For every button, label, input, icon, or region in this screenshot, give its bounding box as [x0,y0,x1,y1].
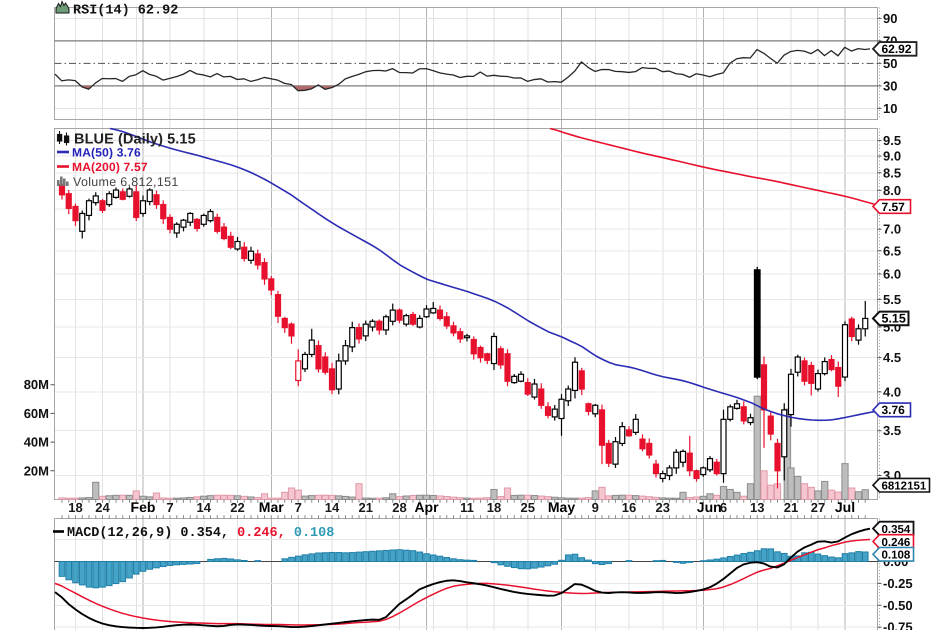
svg-text:50: 50 [883,56,897,71]
svg-text:20M: 20M [24,463,49,478]
svg-text:9: 9 [592,500,599,515]
svg-text:10: 10 [883,101,897,116]
svg-text:24: 24 [95,500,110,515]
svg-text:MA(50) 3.76: MA(50) 3.76 [72,146,141,160]
svg-text:60M: 60M [24,406,49,421]
svg-text:0.108: 0.108 [882,550,911,562]
svg-text:27: 27 [811,500,825,515]
svg-text:0.354: 0.354 [882,524,911,536]
svg-text:40M: 40M [24,435,49,450]
svg-text:RSI(14) 62.92: RSI(14) 62.92 [73,4,178,19]
svg-text:11: 11 [460,500,474,515]
svg-text:9.0: 9.0 [883,149,901,164]
svg-text:18: 18 [487,500,501,515]
svg-text:BLUE (Daily) 5.15: BLUE (Daily) 5.15 [74,132,196,148]
svg-text:May: May [548,499,575,515]
svg-text:Mar: Mar [259,499,284,515]
svg-text:0.246: 0.246 [882,537,911,549]
svg-text:6812151: 6812151 [882,481,927,493]
svg-text:16: 16 [622,500,636,515]
svg-text:Feb: Feb [131,499,156,515]
svg-text:8.5: 8.5 [883,165,901,180]
svg-text:Apr: Apr [414,499,439,515]
svg-text:62.92: 62.92 [882,42,912,56]
svg-text:-0.25: -0.25 [883,576,913,591]
svg-text:7: 7 [295,500,302,515]
svg-text:13: 13 [750,500,764,515]
svg-text:21: 21 [784,500,798,515]
svg-text:9.5: 9.5 [883,133,901,148]
svg-text:21: 21 [359,500,373,515]
svg-text:23: 23 [656,500,670,515]
svg-text:8.0: 8.0 [883,183,901,198]
svg-text:3.76: 3.76 [882,403,906,417]
svg-text:6: 6 [720,500,727,515]
svg-text:18: 18 [68,500,82,515]
svg-text:6.0: 6.0 [883,267,901,282]
svg-text:80M: 80M [24,377,49,392]
svg-text:Jun: Jun [697,499,722,515]
svg-text:MA(200) 7.57: MA(200) 7.57 [72,160,148,174]
svg-text:30: 30 [883,78,897,93]
svg-text:Volume 6,812,151: Volume 6,812,151 [73,175,179,189]
svg-text:7.57: 7.57 [882,200,906,214]
svg-text:5.5: 5.5 [883,292,901,307]
svg-text:7: 7 [166,500,173,515]
svg-text:5.15: 5.15 [882,312,906,326]
svg-text:6.5: 6.5 [883,243,901,258]
svg-text:22: 22 [230,500,244,515]
svg-text:7.0: 7.0 [883,222,901,237]
svg-text:90: 90 [883,11,897,26]
svg-text:28: 28 [392,500,406,515]
svg-text:14: 14 [197,500,212,515]
svg-text:-0.75: -0.75 [883,620,913,630]
svg-text:3.5: 3.5 [883,423,901,438]
svg-text:4.5: 4.5 [883,350,901,365]
svg-text:14: 14 [325,500,340,515]
svg-text:Jul: Jul [835,499,855,515]
svg-text:-0.50: -0.50 [883,598,913,613]
svg-text:4.0: 4.0 [883,384,901,399]
svg-text:MACD(12,26,9) 0.354, 0.246, 0.: MACD(12,26,9) 0.354, 0.246, 0.108 [67,526,334,541]
svg-text:25: 25 [521,500,535,515]
